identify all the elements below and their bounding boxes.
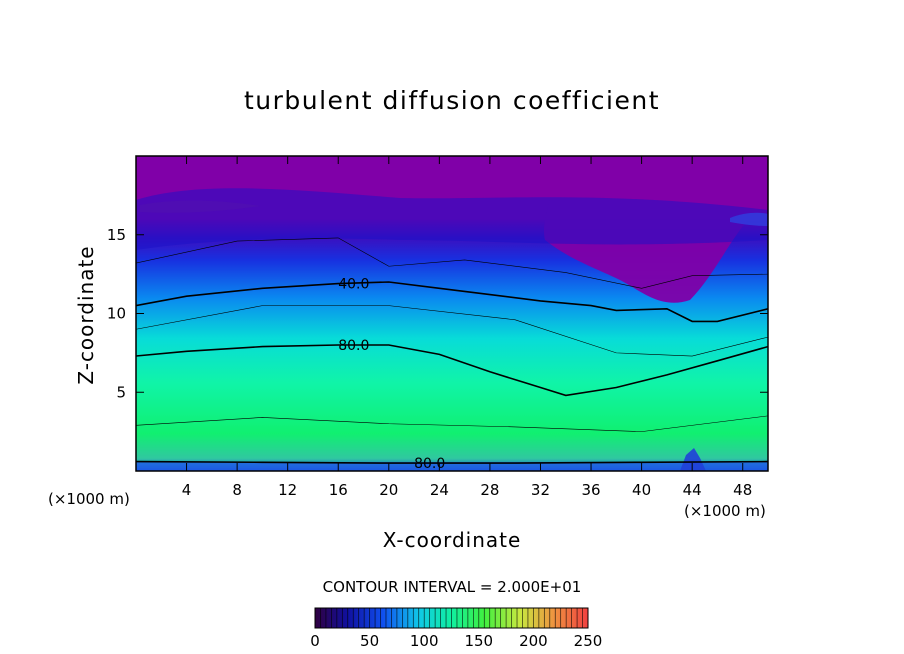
x-tick-label: 12 bbox=[278, 481, 297, 499]
y-tick-label: 5 bbox=[116, 383, 126, 401]
colorbar-tick-label: 250 bbox=[574, 632, 603, 650]
surface-spike bbox=[680, 448, 706, 471]
x-tick-label: 4 bbox=[182, 481, 192, 499]
contour-line-secondary bbox=[136, 237, 768, 289]
heatmap-overlays bbox=[136, 156, 768, 471]
contour-line-secondary bbox=[136, 305, 768, 357]
contour-line-40 bbox=[136, 281, 768, 323]
x-tick-label: 24 bbox=[430, 481, 449, 499]
contour-line-secondary bbox=[136, 415, 768, 432]
contour-line-80 bbox=[136, 460, 768, 464]
y-tick-label: 10 bbox=[107, 305, 126, 323]
y-tick-group: 5 10 15 bbox=[107, 226, 768, 401]
colorbar-tick-label: 150 bbox=[464, 632, 493, 650]
x-tick-label: 28 bbox=[480, 481, 499, 499]
contour-line-80 bbox=[136, 344, 768, 397]
colorbar-tick-label: 50 bbox=[360, 632, 379, 650]
right-blue-streak bbox=[730, 212, 768, 226]
y-tick-label: 15 bbox=[107, 226, 126, 244]
contour-label: 80.0 bbox=[414, 456, 445, 472]
x-tick-label: 40 bbox=[632, 481, 651, 499]
contour-layer: 40.0 80.0 80.0 bbox=[136, 237, 768, 472]
x-tick-group: 4 8 12 16 20 24 28 32 36 40 44 48 bbox=[182, 156, 752, 499]
x-tick-label: 16 bbox=[329, 481, 348, 499]
colorbar-tick-label: 100 bbox=[410, 632, 439, 650]
near-surface-band bbox=[136, 462, 768, 471]
chart-title: turbulent diffusion coefficient bbox=[243, 86, 661, 115]
contour-interval-label: CONTOUR INTERVAL = 2.000E+01 bbox=[322, 578, 582, 596]
contour-label: 40.0 bbox=[338, 277, 369, 293]
colorbar-stripes bbox=[314, 608, 589, 628]
x-axis-label: X-coordinate bbox=[382, 528, 522, 552]
x-tick-label: 32 bbox=[531, 481, 550, 499]
x-tick-label: 36 bbox=[581, 481, 600, 499]
colorbar-tick-label: 200 bbox=[519, 632, 548, 650]
x-tick-label: 20 bbox=[379, 481, 398, 499]
x-tick-label: 8 bbox=[232, 481, 242, 499]
x-tick-label: 48 bbox=[733, 481, 752, 499]
dark-blue-band bbox=[136, 188, 768, 250]
upper-purple-streak bbox=[140, 200, 260, 213]
colorbar-tick-label: 0 bbox=[310, 632, 320, 650]
x-tick-label: 44 bbox=[683, 481, 702, 499]
contour-label: 80.0 bbox=[338, 338, 369, 354]
x-unit-label-left: (×1000 m) bbox=[48, 490, 130, 508]
colorbar-tick-group: 0 50 100 150 200 250 bbox=[310, 632, 602, 650]
x-unit-label-right: (×1000 m) bbox=[684, 502, 766, 520]
